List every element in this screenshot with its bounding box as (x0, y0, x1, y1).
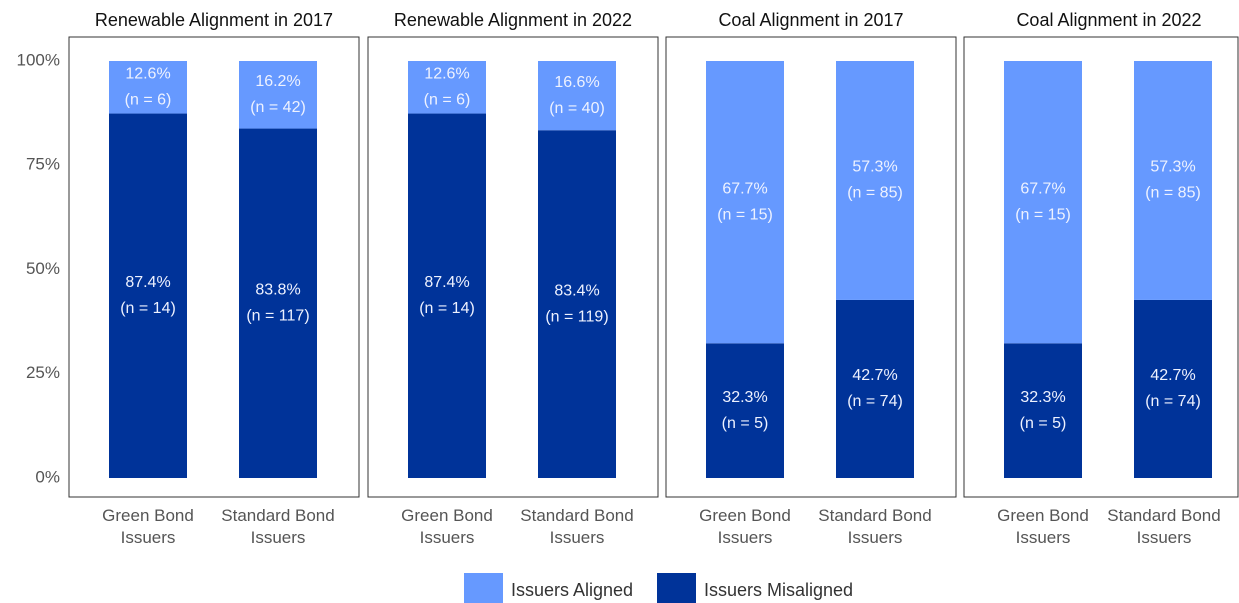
count-label: (n = 74) (1145, 393, 1201, 410)
count-label: (n = 42) (250, 99, 306, 116)
bar-segment (836, 61, 914, 300)
panel-title: Coal Alignment in 2017 (718, 10, 903, 30)
panel-title: Coal Alignment in 2022 (1016, 10, 1201, 30)
value-label: 12.6% (424, 65, 469, 82)
bar-segment (538, 130, 616, 479)
panel-frame (367, 36, 659, 498)
count-label: (n = 5) (722, 415, 769, 432)
count-label: (n = 6) (125, 91, 172, 108)
count-label: (n = 40) (549, 100, 605, 117)
value-label: 87.4% (424, 274, 469, 291)
x-tick-label: Standard Bond Issuers (1107, 506, 1221, 547)
bar-segment (1134, 61, 1212, 300)
legend-swatch (464, 573, 503, 603)
bar-segment (836, 299, 914, 478)
value-label: 87.4% (125, 274, 170, 291)
x-tick-label: Green Bond Issuers (102, 506, 194, 547)
panel-frame (68, 36, 360, 498)
x-tick-label: Green Bond Issuers (699, 506, 791, 547)
legend-label: Issuers Aligned (511, 580, 633, 600)
x-tick-label: Standard Bond Issuers (221, 506, 335, 547)
legend-label: Issuers Misaligned (704, 580, 853, 600)
panel-frame (963, 36, 1239, 498)
bar-segment (706, 343, 784, 478)
bar-segment (1004, 61, 1082, 344)
y-tick-label: 0% (35, 467, 60, 486)
y-tick-label: 100% (17, 50, 60, 69)
legend-swatch (657, 573, 696, 603)
value-label: 16.2% (255, 73, 300, 90)
count-label: (n = 119) (545, 308, 608, 325)
count-label: (n = 15) (1015, 206, 1071, 223)
value-label: 42.7% (1150, 367, 1195, 384)
bar-segment (408, 113, 486, 479)
count-label: (n = 85) (1145, 185, 1201, 202)
panel-frame (665, 36, 957, 498)
value-label: 67.7% (722, 180, 767, 197)
y-tick-label: 50% (26, 259, 60, 278)
value-label: 67.7% (1020, 180, 1065, 197)
value-label: 16.6% (554, 74, 599, 91)
x-tick-label: Green Bond Issuers (997, 506, 1089, 547)
bar-segment (239, 61, 317, 129)
panel-title: Renewable Alignment in 2022 (394, 10, 632, 30)
count-label: (n = 85) (847, 185, 903, 202)
bar-segment (109, 113, 187, 479)
value-label: 57.3% (852, 159, 897, 176)
panel-title: Renewable Alignment in 2017 (95, 10, 333, 30)
bar-segment (1004, 343, 1082, 478)
value-label: 83.4% (554, 282, 599, 299)
bar-segment (1134, 299, 1212, 478)
bar-segment (706, 61, 784, 344)
count-label: (n = 14) (419, 300, 475, 317)
x-tick-label: Green Bond Issuers (401, 506, 493, 547)
value-label: 12.6% (125, 65, 170, 82)
count-label: (n = 15) (717, 206, 773, 223)
value-label: 32.3% (1020, 389, 1065, 406)
count-label: (n = 14) (120, 300, 176, 317)
count-label: (n = 74) (847, 393, 903, 410)
value-label: 32.3% (722, 389, 767, 406)
bar-segment (408, 61, 486, 114)
bar-segment (109, 61, 187, 114)
value-label: 42.7% (852, 367, 897, 384)
x-tick-label: Standard Bond Issuers (818, 506, 932, 547)
count-label: (n = 6) (424, 91, 471, 108)
bar-segment (239, 128, 317, 478)
value-label: 57.3% (1150, 159, 1195, 176)
y-tick-label: 75% (26, 155, 60, 174)
bar-segment (538, 61, 616, 131)
value-label: 83.8% (255, 281, 300, 298)
y-tick-label: 25% (26, 363, 60, 382)
x-tick-label: Standard Bond Issuers (520, 506, 634, 547)
count-label: (n = 117) (246, 307, 309, 324)
count-label: (n = 5) (1020, 415, 1067, 432)
